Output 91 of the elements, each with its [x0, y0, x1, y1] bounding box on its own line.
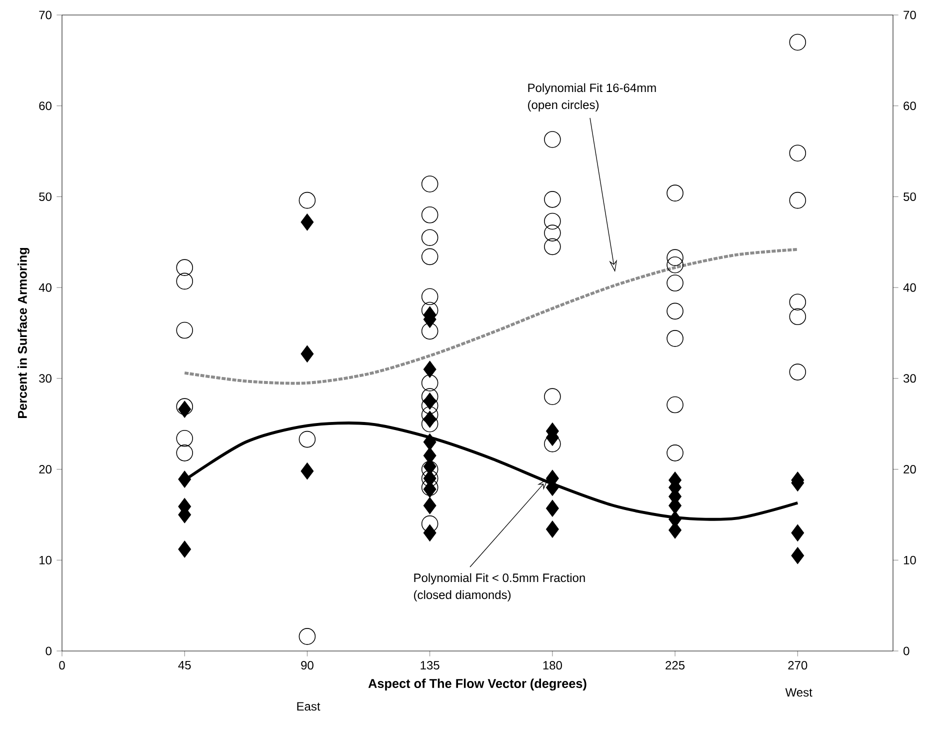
y2-tick-label: 30 — [904, 374, 916, 383]
point — [666, 302, 684, 320]
point — [544, 191, 561, 208]
text: West — [785, 688, 812, 697]
point — [300, 214, 314, 231]
point — [666, 249, 684, 266]
point — [544, 212, 561, 230]
point — [176, 322, 194, 339]
point — [176, 259, 194, 276]
point — [421, 322, 438, 340]
y2-tick-label: 40 — [903, 283, 916, 292]
point — [300, 462, 314, 480]
x-axis-title: Aspect of The Flow Vector (degrees) — [368, 678, 586, 691]
x-tick-label: 270 — [788, 661, 808, 670]
point — [544, 131, 561, 148]
point — [789, 294, 806, 310]
point — [423, 392, 436, 410]
annotation: Polynomial Fit 16-64mm — [528, 83, 656, 94]
point — [423, 433, 436, 451]
y2-tick-label: 0 — [904, 646, 910, 656]
point — [666, 396, 684, 414]
y-tick-label: 30 — [39, 374, 52, 383]
point — [789, 364, 806, 380]
point — [423, 524, 436, 542]
y2-tick-label: 20 — [904, 465, 916, 474]
y-axis-title: Percent in Surface Armoring — [18, 248, 30, 418]
y2-tick-label: 10 — [904, 556, 916, 564]
point — [666, 444, 684, 462]
point — [421, 176, 438, 192]
point — [666, 256, 684, 274]
y-tick-label: 0 — [46, 646, 52, 656]
x-tick-label: 90 — [301, 661, 314, 670]
line-series — [183, 248, 800, 385]
point — [421, 302, 438, 319]
point — [176, 398, 194, 415]
y-tick-label: 60 — [39, 102, 52, 110]
point — [423, 410, 436, 428]
point — [176, 444, 194, 462]
y2-tick-label: 50 — [904, 192, 916, 201]
point — [423, 360, 436, 378]
point — [666, 274, 684, 292]
point — [423, 497, 436, 514]
annotation: Polynomial Fit < 0.5mm Fraction — [414, 573, 585, 584]
point — [421, 388, 438, 405]
point — [546, 520, 559, 538]
point — [176, 272, 194, 290]
point — [178, 540, 192, 558]
point — [298, 192, 316, 209]
point — [298, 430, 316, 448]
x-tick-label: 135 — [420, 661, 440, 670]
point — [421, 406, 438, 424]
point — [666, 184, 684, 202]
y-tick-label: 40 — [38, 283, 52, 292]
point — [546, 500, 559, 517]
point — [421, 288, 438, 306]
x-tick-label: 0 — [59, 661, 65, 670]
point — [421, 515, 438, 532]
point — [421, 415, 438, 432]
point — [789, 192, 806, 209]
point — [421, 229, 438, 246]
point — [789, 308, 806, 326]
point — [791, 524, 804, 542]
y-tick-label: 20 — [39, 465, 52, 474]
point — [544, 388, 561, 405]
y-tick-label: 10 — [40, 556, 52, 564]
point — [789, 144, 806, 162]
y-tick-label: 70 — [39, 10, 52, 20]
point — [421, 460, 438, 478]
x-tick-label: 225 — [666, 661, 685, 670]
y2-tick-label: 70 — [904, 10, 916, 20]
point — [544, 238, 561, 256]
y2-tick-label: 60 — [904, 102, 916, 110]
point — [421, 374, 438, 392]
annotation: (open circles) — [528, 100, 599, 112]
point — [421, 397, 438, 414]
point — [176, 430, 194, 447]
point — [544, 224, 561, 242]
point — [300, 345, 314, 362]
y-tick-label: 50 — [39, 192, 52, 201]
point — [421, 206, 438, 224]
annotation: (closed diamonds) — [414, 590, 511, 602]
x-tick-label: 180 — [543, 661, 562, 670]
point — [789, 34, 806, 51]
point — [666, 330, 684, 347]
point — [791, 547, 804, 564]
x-tick-label: 45 — [178, 661, 191, 670]
point — [178, 400, 192, 418]
point — [298, 628, 316, 645]
point — [421, 248, 438, 266]
point — [178, 470, 192, 488]
text: East — [297, 702, 320, 711]
